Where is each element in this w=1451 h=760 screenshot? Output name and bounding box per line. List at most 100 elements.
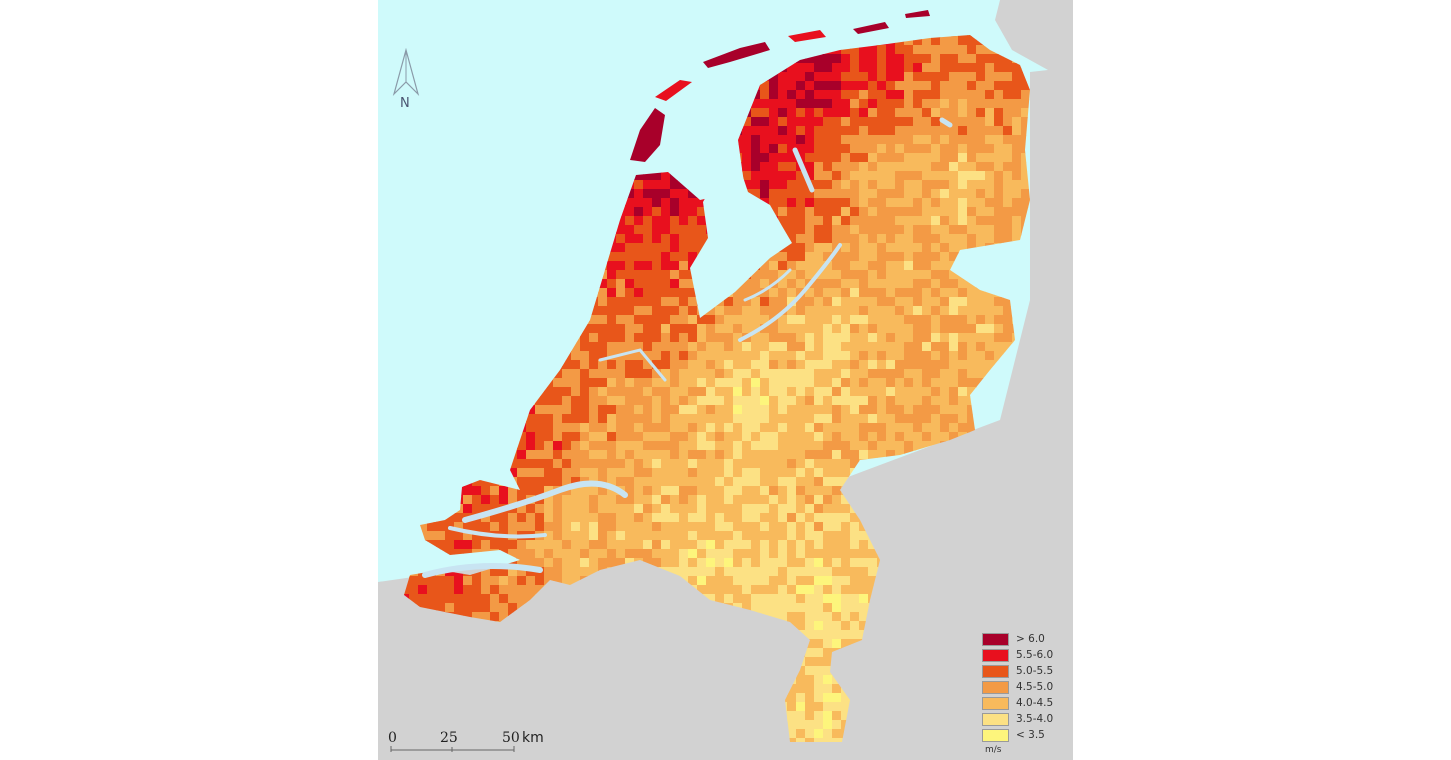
raster-cell: [607, 450, 617, 460]
raster-cell: [958, 63, 968, 73]
raster-cell: [697, 198, 707, 208]
raster-cell: [778, 387, 788, 397]
raster-cell: [985, 72, 995, 82]
raster-cell: [850, 306, 860, 316]
raster-cell: [877, 180, 887, 190]
raster-cell: [787, 576, 797, 586]
raster-cell: [949, 207, 959, 217]
raster-cell: [877, 207, 887, 217]
raster-cell: [895, 243, 905, 253]
raster-cell: [832, 405, 842, 415]
raster-cell: [760, 513, 770, 523]
raster-cell: [778, 180, 788, 190]
raster-cell: [805, 414, 815, 424]
raster-cell: [697, 396, 707, 406]
raster-cell: [715, 459, 725, 469]
raster-cell: [940, 144, 950, 154]
raster-cell: [922, 117, 932, 127]
raster-cell: [832, 117, 842, 127]
raster-cell: [922, 234, 932, 244]
raster-cell: [886, 279, 896, 289]
raster-cell: [454, 531, 464, 541]
raster-cell: [841, 441, 851, 451]
raster-cell: [823, 216, 833, 226]
raster-cell: [850, 135, 860, 145]
raster-cell: [940, 396, 950, 406]
raster-cell: [805, 324, 815, 334]
raster-cell: [868, 549, 878, 559]
raster-cell: [841, 396, 851, 406]
raster-cell: [778, 468, 788, 478]
raster-cell: [805, 306, 815, 316]
raster-cell: [823, 603, 833, 613]
raster-cell: [877, 117, 887, 127]
raster-cell: [724, 576, 734, 586]
raster-cell: [661, 387, 671, 397]
raster-cell: [616, 369, 626, 379]
raster-cell: [544, 486, 554, 496]
raster-cell: [886, 189, 896, 199]
raster-cell: [832, 171, 842, 181]
raster-cell: [634, 234, 644, 244]
raster-cell: [652, 360, 662, 370]
raster-cell: [832, 324, 842, 334]
raster-cell: [886, 351, 896, 361]
raster-cell: [886, 234, 896, 244]
raster-cell: [832, 108, 842, 118]
raster-cell: [967, 324, 977, 334]
raster-cell: [697, 414, 707, 424]
raster-cell: [859, 360, 869, 370]
raster-cell: [634, 342, 644, 352]
raster-cell: [841, 90, 851, 100]
raster-cell: [904, 207, 914, 217]
raster-cell: [877, 162, 887, 172]
raster-cell: [616, 495, 626, 505]
raster-cell: [661, 333, 671, 343]
raster-cell: [661, 216, 671, 226]
raster-cell: [634, 225, 644, 235]
raster-cell: [967, 126, 977, 136]
raster-cell: [796, 261, 806, 271]
raster-cell: [922, 99, 932, 109]
raster-cell: [895, 81, 905, 91]
raster-cell: [814, 540, 824, 550]
raster-cell: [886, 441, 896, 451]
raster-cell: [886, 342, 896, 352]
raster-cell: [805, 459, 815, 469]
raster-cell: [904, 81, 914, 91]
raster-cell: [481, 567, 491, 577]
raster-cell: [760, 351, 770, 361]
raster-cell: [814, 333, 824, 343]
raster-cell: [814, 369, 824, 379]
raster-cell: [913, 54, 923, 64]
raster-cell: [949, 189, 959, 199]
raster-cell: [715, 504, 725, 514]
raster-cell: [652, 234, 662, 244]
raster-cell: [580, 360, 590, 370]
raster-cell: [706, 540, 716, 550]
raster-cell: [616, 504, 626, 514]
raster-cell: [589, 387, 599, 397]
raster-cell: [958, 360, 968, 370]
raster-cell: [859, 378, 869, 388]
raster-cell: [922, 396, 932, 406]
raster-cell: [589, 405, 599, 415]
raster-cell: [562, 405, 572, 415]
raster-cell: [832, 252, 842, 262]
raster-cell: [949, 342, 959, 352]
raster-cell: [913, 45, 923, 55]
raster-cell: [526, 441, 536, 451]
raster-cell: [787, 495, 797, 505]
raster-cell: [634, 540, 644, 550]
raster-cell: [832, 459, 842, 469]
raster-cell: [706, 450, 716, 460]
raster-cell: [751, 126, 761, 136]
raster-cell: [679, 333, 689, 343]
raster-cell: [787, 603, 797, 613]
raster-cell: [607, 396, 617, 406]
raster-cell: [472, 522, 482, 532]
raster-cell: [751, 315, 761, 325]
raster-cell: [904, 90, 914, 100]
raster-cell: [490, 495, 500, 505]
raster-cell: [994, 72, 1004, 82]
